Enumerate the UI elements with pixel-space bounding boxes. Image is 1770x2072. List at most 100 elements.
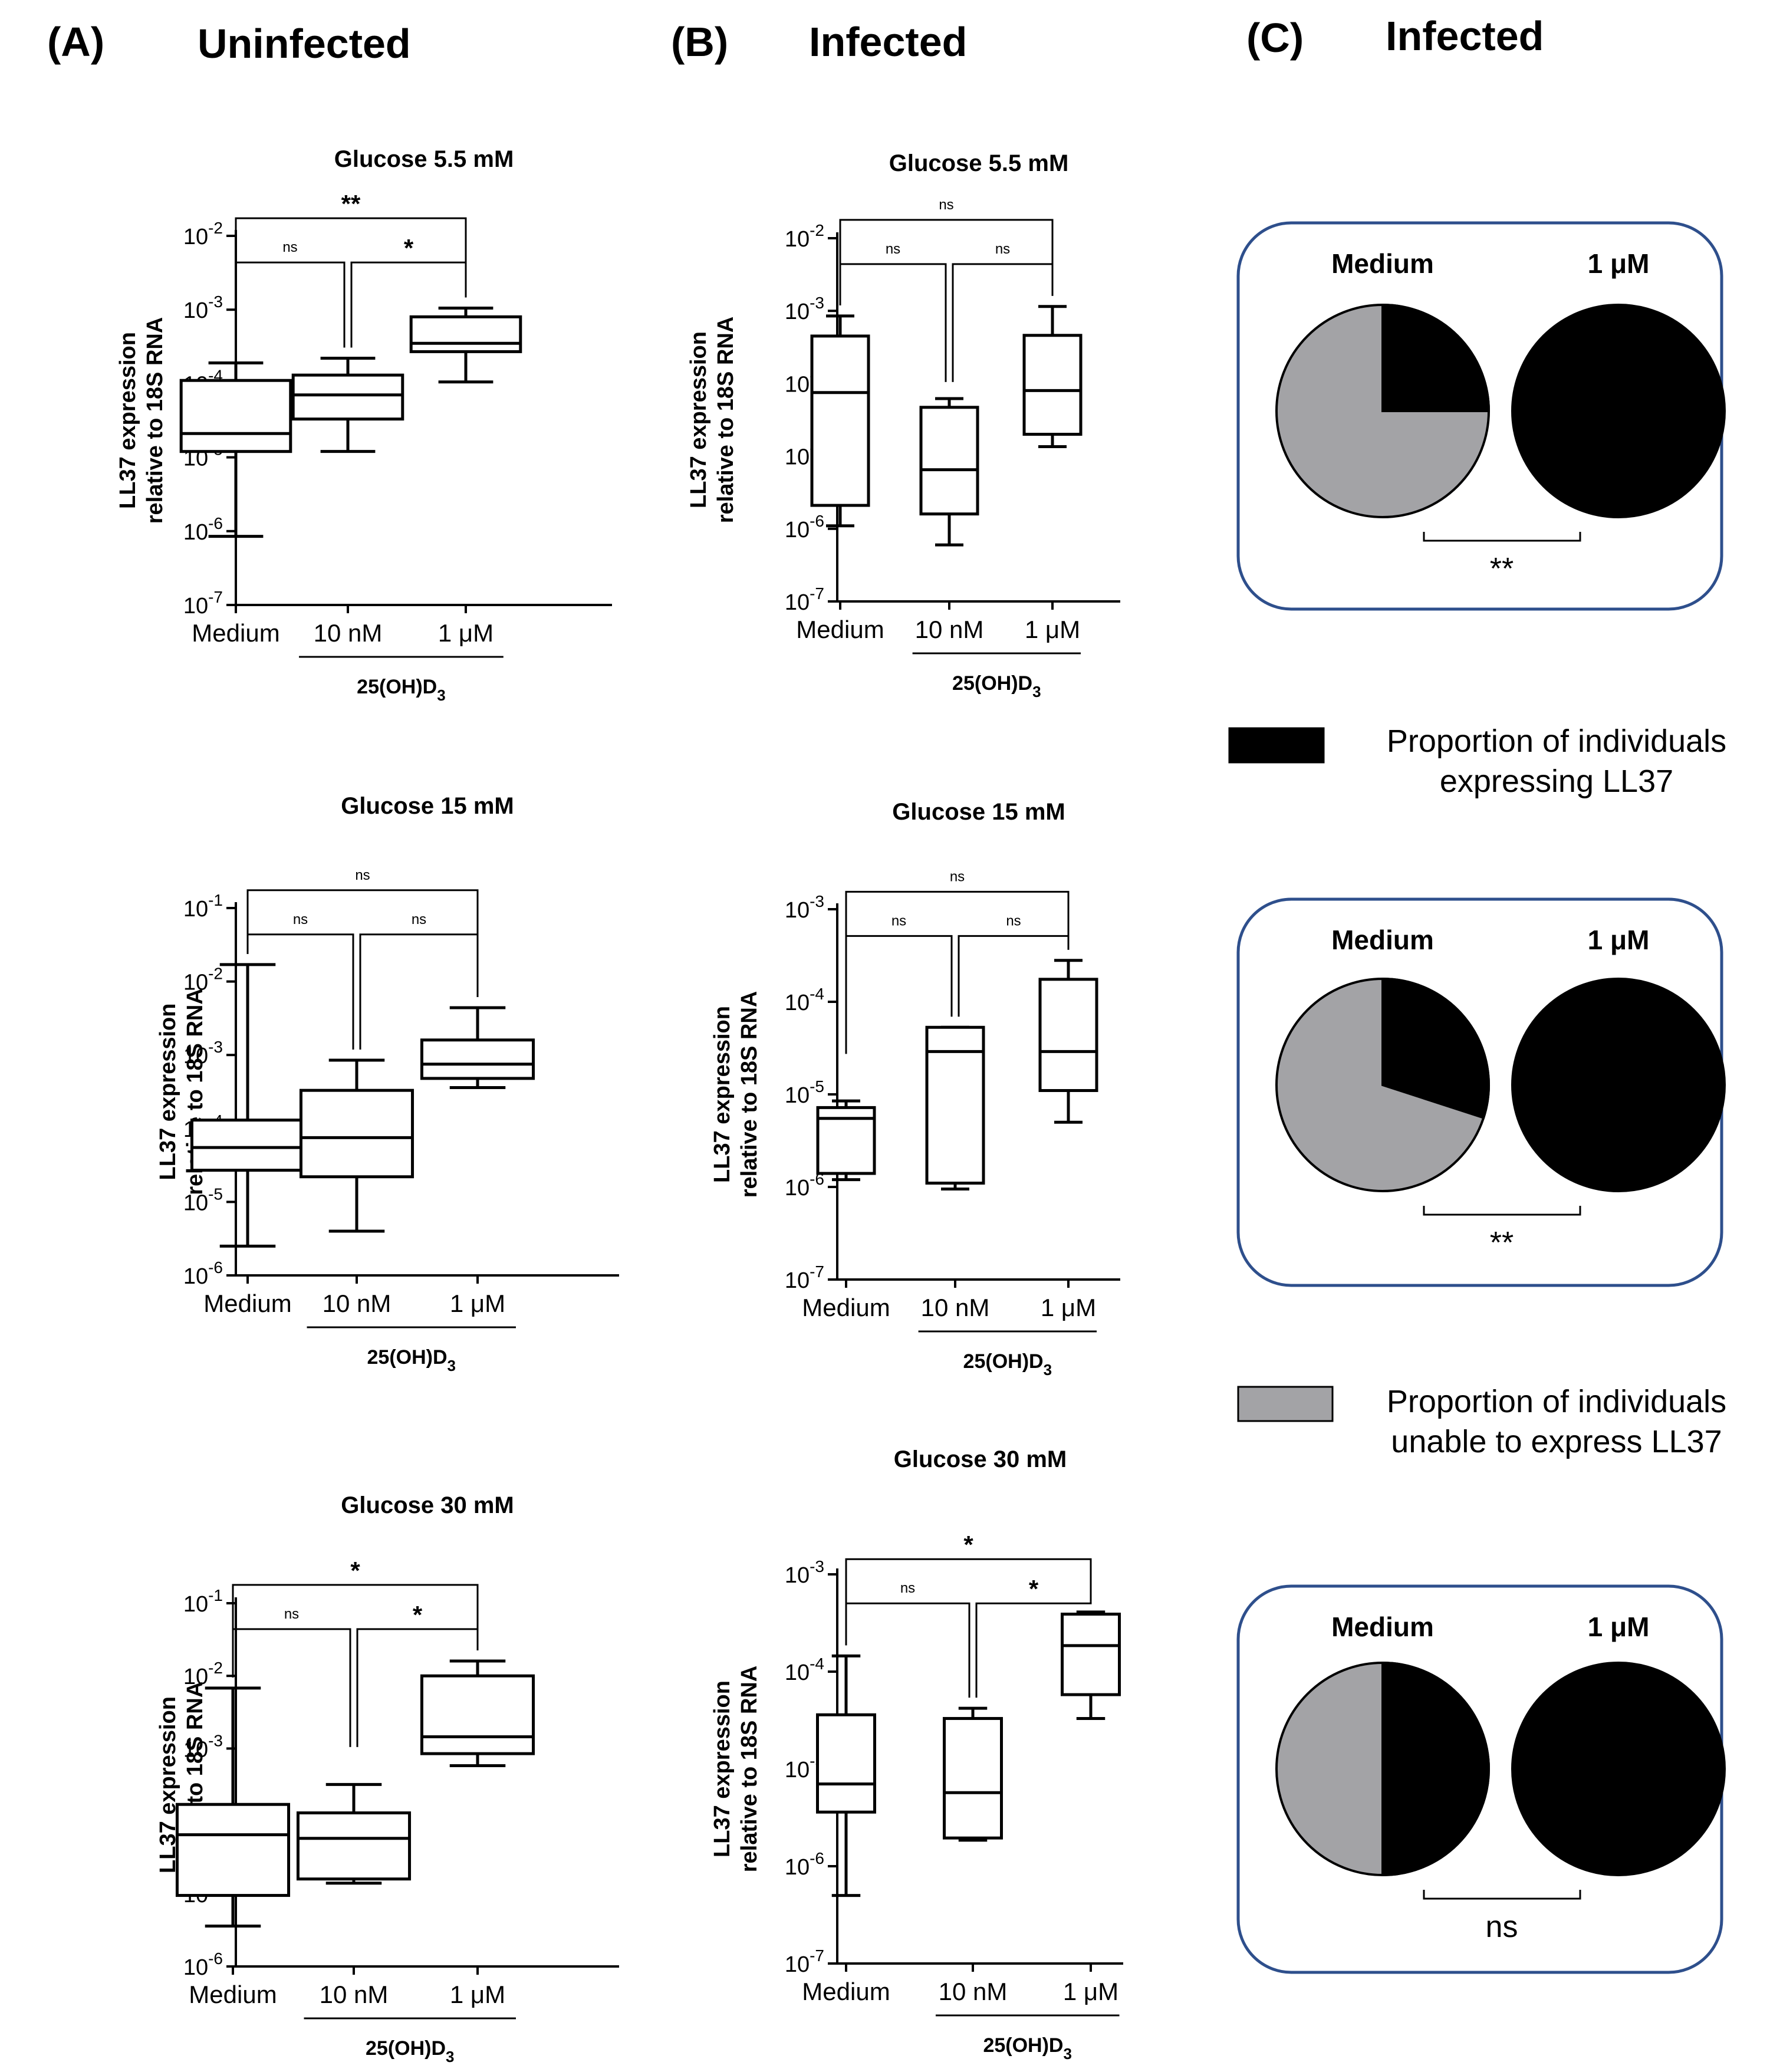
comparison-1: ns: [232, 1606, 351, 1747]
pie-bracket: [1423, 532, 1581, 542]
pie-label-medium: Medium: [1331, 925, 1434, 955]
category-label: 10 nM: [323, 1290, 391, 1317]
pie-significance: **: [1490, 1226, 1514, 1260]
legend-line-2: expressing LL37: [1440, 764, 1673, 799]
box-iqr: [810, 334, 870, 507]
comparison-2: ns: [952, 241, 1054, 382]
y-tick-exponent: -3: [810, 294, 824, 312]
panel-a-title: Uninfected: [198, 21, 411, 67]
category-label: Medium: [192, 619, 279, 647]
y-tick-label: 10-7: [785, 584, 824, 615]
y-tick-exponent: -1: [208, 1586, 223, 1604]
category-label: Medium: [796, 616, 884, 643]
chart-5: Glucose 30 mM LL37 expressionrelative to …: [710, 1446, 1123, 2063]
y-tick-exponent: -4: [810, 1655, 824, 1673]
box-2: [420, 1006, 535, 1089]
comparison-bracket: [845, 1602, 970, 1698]
category-label: Medium: [203, 1290, 291, 1317]
y-tick-label: 10-3: [785, 892, 824, 923]
box-2: [1038, 959, 1098, 1124]
chart-title: Glucose 30 mM: [341, 1492, 514, 1518]
chart-4: Glucose 15 mM LL37 expressionrelative to …: [710, 799, 1120, 1379]
comparison-bracket: [952, 263, 1054, 382]
panel-c-label: (C): [1246, 15, 1304, 61]
y-tick-exponent: -4: [810, 985, 824, 1003]
box-iqr: [420, 1038, 535, 1080]
box-iqr: [1038, 978, 1098, 1093]
comparison-1: ns: [839, 241, 947, 382]
significance-label: ns: [355, 867, 370, 883]
pie-slice-expressing: [1511, 978, 1726, 1192]
significance-label: *: [413, 1601, 423, 1629]
comparison-bracket: [839, 219, 1054, 305]
y-tick-exponent: -3: [810, 1557, 824, 1576]
pie-1uM: [1511, 1662, 1726, 1876]
y-tick-exponent: -1: [208, 891, 223, 909]
comparison-bracket: [359, 933, 479, 1050]
legend-line-1: Proportion of individuals: [1387, 1384, 1726, 1419]
box-1: [943, 1706, 1003, 1842]
y-tick-exponent: -2: [208, 219, 223, 237]
pie-label-1uM: 1 μM: [1588, 925, 1650, 955]
box-iqr: [179, 379, 292, 453]
significance-label: *: [963, 1531, 973, 1558]
panel-b-title: Infected: [809, 19, 967, 65]
y-tick-label: 10-1: [183, 1586, 223, 1617]
y-label-line-1: LL37 expression: [116, 332, 140, 509]
comparison-bracket: [356, 1628, 479, 1747]
box-1: [919, 397, 979, 547]
pie-bracket: [1423, 1890, 1581, 1900]
group-label: 25(OH)D3: [367, 1346, 456, 1374]
pie-slice-expressing: [1511, 1662, 1726, 1876]
pie-panel-0: Medium 1 μM **: [1236, 221, 1726, 611]
group-label-main: 25(OH)D: [952, 672, 1032, 695]
comparison-0: ns: [845, 869, 1070, 1010]
panel-b-label: (B): [671, 19, 728, 65]
box-0: [175, 1686, 291, 1928]
pie-1uM: [1511, 304, 1726, 518]
y-tick-exponent: -2: [208, 965, 223, 983]
pie-slice-expressing: [1381, 977, 1490, 1120]
category-label: Medium: [802, 1978, 890, 2005]
y-tick-exponent: -3: [208, 292, 223, 311]
y-tick-label: 10-3: [183, 292, 223, 323]
y-tick-exponent: -7: [810, 1946, 824, 1965]
chart-title: Glucose 5.5 mM: [889, 150, 1069, 176]
significance-label: ns: [939, 197, 953, 213]
comparison-1: ns: [845, 1580, 970, 1698]
pie-label-1uM: 1 μM: [1588, 1611, 1650, 1642]
y-tick-exponent: -3: [810, 892, 824, 910]
y-tick-label: 10-4: [785, 985, 824, 1015]
box-iqr: [1022, 334, 1083, 436]
box-1: [925, 1025, 985, 1190]
y-tick-label: 10-3: [785, 1557, 824, 1588]
group-label-subscript: 3: [448, 1357, 456, 1374]
y-tick-label: 10-3: [785, 294, 824, 324]
pie-label-medium: Medium: [1331, 1611, 1434, 1642]
y-tick-exponent: -6: [810, 1849, 824, 1867]
comparison-2: ns: [359, 912, 479, 1050]
box-0: [810, 314, 870, 528]
box-iqr: [420, 1674, 535, 1755]
category-label: 10 nM: [314, 619, 383, 647]
box-iqr: [175, 1803, 291, 1897]
comparison-bracket: [232, 1584, 479, 1678]
box-iqr: [190, 1119, 305, 1172]
comparison-2: ns: [958, 913, 1070, 1017]
significance-label: ns: [886, 241, 900, 257]
pie-panel-2: Medium 1 μM ns: [1236, 1584, 1726, 1974]
y-axis-label: LL37 expressionrelative to 18S RNA: [710, 991, 762, 1198]
group-label: 25(OH)D3: [963, 1350, 1052, 1379]
group-label-main: 25(OH)D: [367, 1346, 448, 1369]
category-label: Medium: [189, 1981, 277, 2008]
pie-significance: ns: [1486, 1910, 1518, 1944]
comparison-bracket: [350, 261, 467, 348]
group-label-subscript: 3: [1044, 1361, 1052, 1379]
y-tick-label: 10-4: [785, 1655, 824, 1685]
y-tick-label: 10-6: [785, 512, 824, 542]
group-label-subscript: 3: [1032, 683, 1041, 700]
chart-title: Glucose 5.5 mM: [334, 146, 514, 172]
y-tick-exponent: -6: [208, 1949, 223, 1968]
category-label: 10 nM: [921, 1294, 990, 1321]
